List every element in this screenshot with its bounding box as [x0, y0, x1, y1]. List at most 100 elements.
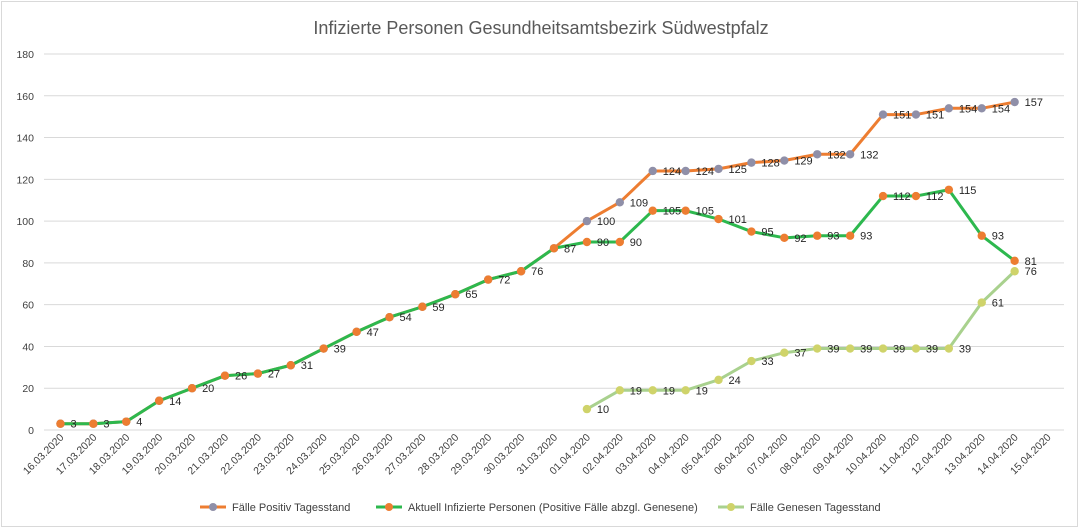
legend: Fälle Positiv Tagesstand Aktuell Infizier…	[200, 502, 881, 514]
y-tick-label: 140	[16, 133, 34, 145]
data-point	[747, 227, 756, 236]
data-label: 90	[597, 237, 609, 249]
data-label: 72	[498, 275, 510, 287]
data-label: 81	[1025, 256, 1037, 268]
data-point	[286, 361, 295, 370]
y-tick-label: 20	[22, 383, 34, 395]
data-point	[385, 313, 394, 322]
data-point	[878, 110, 888, 119]
data-label: 4	[136, 417, 142, 429]
data-label: 61	[992, 298, 1004, 310]
data-point	[845, 150, 855, 159]
data-label: 27	[268, 369, 280, 381]
data-point	[549, 244, 559, 253]
data-point	[1010, 267, 1019, 276]
data-point	[220, 371, 230, 380]
data-label: 157	[1025, 97, 1043, 109]
data-label: 109	[630, 197, 648, 209]
data-point	[451, 290, 460, 299]
data-point	[780, 233, 789, 243]
data-label: 125	[729, 164, 747, 176]
data-label: 93	[992, 231, 1004, 243]
data-point	[977, 104, 986, 113]
data-label: 59	[432, 302, 444, 314]
data-point	[319, 344, 328, 353]
data-label: 100	[597, 216, 615, 228]
data-point	[911, 110, 921, 119]
data-label: 26	[235, 371, 247, 383]
data-point	[648, 166, 657, 176]
data-point	[615, 386, 625, 395]
data-label: 112	[926, 191, 944, 203]
data-label: 124	[663, 166, 681, 178]
data-label: 39	[926, 344, 938, 356]
data-point	[780, 348, 789, 357]
y-axis-ticks: 0 20 40 60 80 100 120 140 160 180	[16, 49, 34, 437]
data-label: 3	[70, 419, 76, 431]
data-label: 151	[893, 110, 911, 122]
data-point	[1010, 256, 1019, 265]
data-label: 33	[761, 356, 773, 368]
data-label: 65	[465, 289, 477, 301]
legend-swatch-marker	[209, 503, 217, 511]
data-label: 19	[696, 385, 708, 397]
data-point	[878, 344, 888, 353]
data-point	[1010, 97, 1019, 107]
data-point	[845, 231, 855, 240]
data-point	[977, 298, 986, 307]
data-point	[878, 191, 888, 201]
data-point	[483, 275, 493, 284]
y-tick-label: 100	[16, 216, 34, 228]
data-labels: 100 109 124 124 125 128 129 132 132 151 151 154 154 1…	[70, 97, 1043, 431]
y-tick-label: 160	[16, 91, 34, 103]
data-point	[89, 419, 98, 428]
data-label: 87	[564, 243, 576, 255]
data-label: 93	[860, 231, 872, 243]
data-label: 115	[959, 185, 977, 197]
data-point	[714, 214, 723, 224]
data-label: 92	[794, 233, 806, 245]
data-label: 93	[827, 231, 839, 243]
legend-entry-label: Fälle Positiv Tagesstand	[232, 502, 350, 514]
y-tick-label: 120	[16, 174, 34, 186]
data-point	[681, 386, 690, 395]
y-tick-label: 60	[22, 300, 34, 312]
y-tick-label: 180	[16, 49, 34, 61]
data-label: 76	[1025, 266, 1037, 278]
data-point	[681, 206, 690, 215]
data-point	[813, 344, 822, 353]
data-point	[747, 158, 756, 167]
data-point	[747, 356, 756, 366]
data-point	[944, 344, 954, 353]
data-label: 105	[663, 206, 681, 218]
data-point	[780, 156, 789, 165]
data-point	[187, 384, 197, 393]
data-point	[714, 164, 723, 174]
data-point	[253, 369, 263, 378]
data-label: 47	[367, 327, 379, 339]
data-label: 105	[696, 206, 714, 218]
y-tick-label: 40	[22, 341, 34, 353]
series-group	[56, 97, 1019, 428]
legend-entry-label: Aktuell Infizierte Personen (Positive Fä…	[408, 502, 698, 514]
data-point	[714, 375, 723, 385]
data-label: 128	[761, 158, 779, 170]
data-label: 124	[696, 166, 714, 178]
series-line-2	[60, 188, 1016, 426]
data-point	[911, 344, 921, 353]
data-point	[813, 150, 822, 159]
data-point	[352, 327, 361, 337]
data-point	[944, 185, 954, 194]
series-line-3	[586, 270, 1016, 411]
data-point	[582, 237, 592, 247]
data-label: 112	[893, 191, 911, 203]
legend-swatch-marker	[385, 503, 393, 511]
data-label: 154	[992, 103, 1010, 115]
data-label: 39	[893, 344, 905, 356]
data-point	[615, 237, 625, 247]
data-label: 24	[729, 375, 741, 387]
data-point	[944, 104, 954, 113]
data-label: 90	[630, 237, 642, 249]
